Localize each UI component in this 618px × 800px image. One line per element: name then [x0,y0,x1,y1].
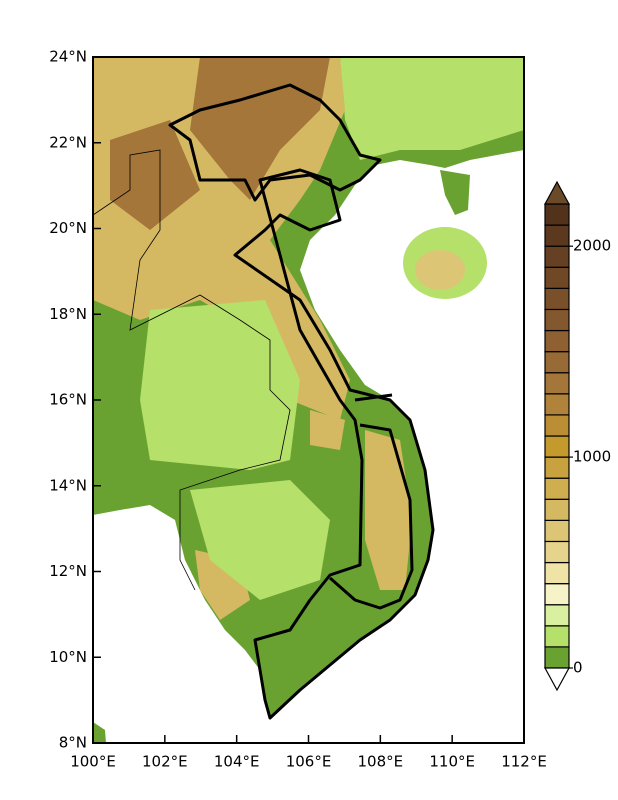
x-tick-label: 106°E [286,753,332,771]
colorbar-box [544,540,570,564]
colorbar-box [544,519,570,543]
colorbar-box [544,646,570,669]
region-border [233,168,435,720]
colorbar-box [544,393,570,416]
island-highland [415,250,465,290]
colorbar-box [544,583,570,606]
colorbar: 0 1000 2000 [543,180,611,692]
y-tick-label: 22°N [49,133,87,151]
colorbar-box [544,456,570,479]
y-tick-label: 8°N [59,734,87,752]
colorbar-tick-label: 1000 [573,448,611,466]
colorbar-box [544,266,570,289]
colorbar-box [544,351,570,374]
x-tick-label: 110°E [429,753,475,771]
colorbar-box [544,414,570,437]
colorbar-box [544,498,570,521]
colorbar-box [544,245,570,268]
colorbar-box [544,435,570,458]
y-tick-label: 12°N [49,562,87,580]
x-tick-label: 108°E [358,753,404,771]
colorbar-box [544,604,570,627]
lowland [340,57,524,160]
colorbar-tick-label: 0 [573,659,583,677]
x-tick-label: 112°E [501,753,547,771]
x-tick-label: 104°E [214,753,260,771]
region-border [168,83,382,202]
plain [190,480,330,600]
terrain [93,57,524,743]
y-tick-label: 14°N [49,476,87,494]
mountain [110,57,330,230]
colorbar-box [544,224,570,247]
colorbar-box [544,477,570,500]
x-tick-label: 102°E [142,753,188,771]
y-tick-label: 18°N [49,305,87,323]
borders [92,83,435,720]
colorbar-under [543,667,571,692]
colorbar-tick-label: 2000 [573,237,611,255]
colorbar-box [544,287,570,311]
region-border [329,393,414,610]
colorbar-box [544,329,570,353]
colorbar-over [543,180,571,205]
plateau [195,410,412,620]
colorbar-box [544,625,570,648]
y-tick-label: 24°N [49,48,87,66]
y-tick-label: 20°N [49,219,87,237]
colorbar-box [544,203,570,226]
axes: 100°E 102°E 104°E 106°E 108°E 110°E 112°E 8°N 10… [49,48,547,771]
country-border [92,149,291,591]
colorbar-box [544,561,570,585]
colorbar-box [544,372,570,395]
x-tick-label: 100°E [70,753,116,771]
y-tick-label: 16°N [49,391,87,409]
colorbar-box [544,308,570,332]
plain [140,300,300,470]
y-tick-label: 10°N [49,648,87,666]
